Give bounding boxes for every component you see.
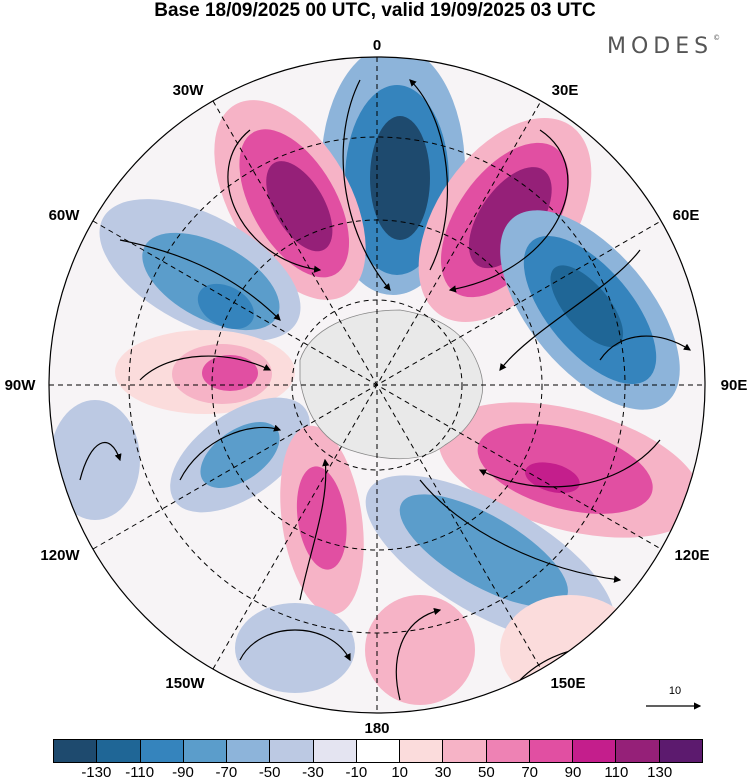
brand-text: MODES (607, 34, 714, 59)
colorbar-tick-label: -70 (215, 764, 238, 781)
anomaly-blue-105w (50, 400, 140, 520)
colorbar-swatch (140, 740, 184, 762)
colorbar-ticks: -130 -110 -90 -70 -50 -30 -10 10 30 50 70 90 110 130 (0, 764, 750, 783)
colorbar-tick-label: -130 (81, 764, 112, 781)
lon-label-150e: 150E (550, 675, 585, 692)
colorbar-tick-label: -30 (302, 764, 324, 781)
lon-label-30e: 30E (552, 82, 579, 99)
lon-label-120w: 120W (40, 547, 80, 564)
lon-label-90e: 90E (721, 377, 748, 394)
lon-label-0: 0 (373, 37, 381, 54)
colorbar-tick-label: -110 (125, 764, 155, 781)
colorbar-swatch (659, 740, 702, 762)
colorbar-tick-label: -50 (258, 764, 281, 781)
colorbar-swatch (443, 740, 487, 762)
anomaly-magenta-165w (280, 425, 364, 615)
colorbar-swatch (54, 740, 98, 762)
colorbar-tick-label: 90 (564, 764, 582, 781)
colorbar-tick-label: 70 (521, 764, 538, 781)
colorbar-swatch (529, 740, 574, 762)
colorbar-swatch (486, 740, 530, 762)
reference-vector-label: 10 (669, 685, 681, 697)
colorbar-swatch (356, 740, 401, 762)
lon-label-180: 180 (364, 720, 389, 737)
reference-vector: 10 (646, 685, 702, 710)
colorbar-tick-label: -90 (172, 764, 194, 781)
colorbar-tick-label: 10 (391, 764, 408, 781)
colorbar-tick-label: 110 (604, 764, 629, 781)
lon-label-30w: 30W (173, 82, 205, 99)
colorbar-swatch (400, 740, 444, 762)
anomaly-blue-60w (99, 199, 301, 341)
colorbar-tick-label: 50 (477, 764, 495, 781)
anomaly-blue-150w (235, 603, 355, 693)
colorbar-swatch (270, 740, 314, 762)
colorbar-swatch (227, 740, 271, 762)
lon-label-120e: 120E (674, 547, 709, 564)
colorbar (53, 739, 703, 763)
antarctica (299, 309, 483, 460)
colorbar-tick-label: -10 (345, 764, 368, 781)
colorbar-swatch (97, 740, 141, 762)
anomaly-blue-60e (500, 210, 680, 410)
modes-logo: MODES© (607, 34, 720, 59)
colorbar-swatch (573, 740, 617, 762)
colorbar-swatch (616, 740, 660, 762)
colorbar-swatch (183, 740, 228, 762)
anomaly-magenta-90w (115, 330, 295, 414)
map-title: Base 18/09/2025 00 UTC, valid 19/09/2025… (154, 0, 596, 21)
copyright-mark: © (713, 34, 721, 42)
colorbar-tick-label: 30 (434, 764, 452, 781)
anomaly-magenta-100e (438, 402, 702, 538)
lon-label-90w: 90W (5, 377, 37, 394)
polar-map: 0 30E 60E 90E 120E 150E 180 150W 120W 90… (5, 37, 748, 737)
colorbar-swatch (313, 740, 357, 762)
lon-label-150w: 150W (165, 675, 205, 692)
lon-label-60w: 60W (49, 207, 81, 224)
anomaly-field (49, 57, 705, 713)
lon-label-60e: 60E (673, 207, 700, 224)
anomaly-pink-180 (365, 595, 475, 705)
map-boundary (48, 56, 706, 714)
colorbar-tick-label: 130 (647, 764, 673, 781)
graticule (49, 57, 705, 713)
